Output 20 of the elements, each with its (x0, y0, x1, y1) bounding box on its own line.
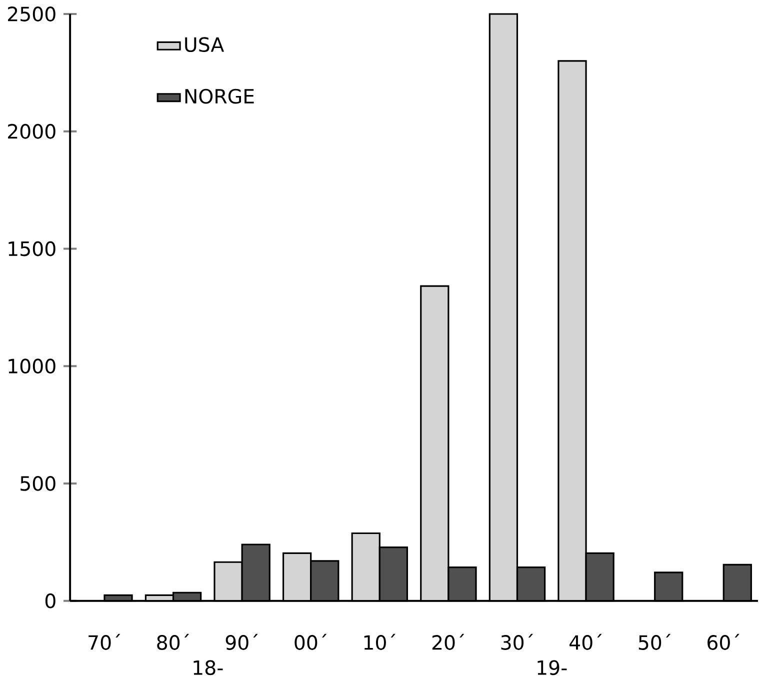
x-tick-label: 10´ (364, 634, 396, 650)
x-tick-label: 20´ (432, 634, 464, 650)
legend-label: NORGE (185, 88, 254, 104)
x-tick-label: 40´ (570, 634, 602, 650)
legend-label: USA (185, 37, 224, 52)
x-tick-label: 00´ (294, 634, 327, 650)
x-tick-label: 70´ (88, 634, 120, 650)
y-tick-label: 2000 (8, 124, 56, 139)
y-tick-label: 1500 (8, 241, 56, 256)
x-tick-label: 50´ (638, 634, 671, 650)
y-tick-label: 500 (20, 476, 56, 492)
x-tick-label: 80´ (157, 634, 190, 650)
text: 18- (194, 660, 223, 676)
y-tick-label: 0 (45, 594, 56, 608)
x-tick-label: 30´ (501, 634, 534, 650)
y-tick-label: 1000 (8, 358, 56, 374)
x-tick-label: 90´ (226, 634, 258, 650)
y-tick-label: 2500 (8, 6, 56, 22)
x-tick-label: 60´ (708, 634, 740, 650)
text: 19- (538, 660, 567, 676)
